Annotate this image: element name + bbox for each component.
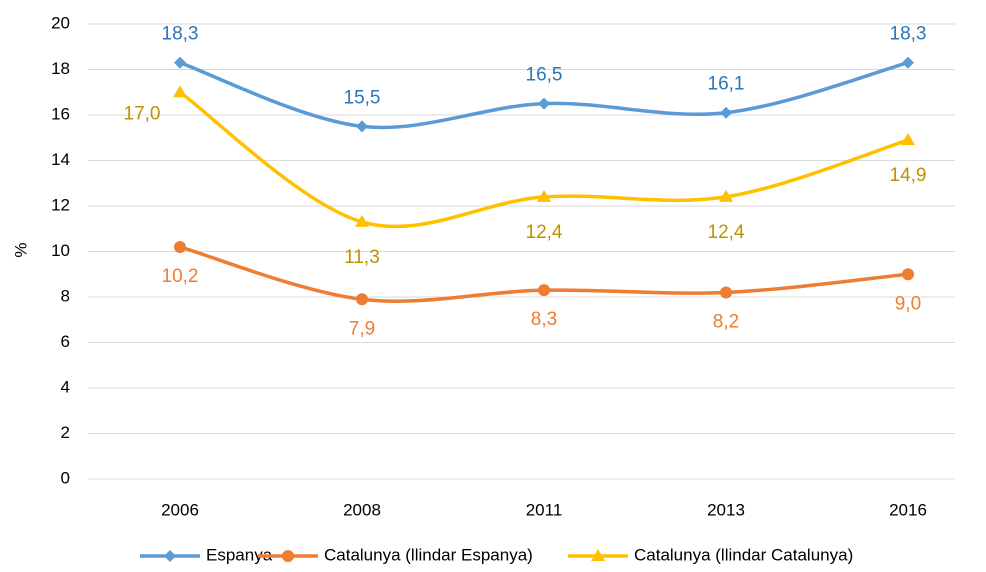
y-tick-label: 16 (51, 104, 70, 123)
marker (902, 268, 914, 281)
legend-marker (164, 550, 176, 562)
value-label: 18,3 (890, 24, 927, 45)
y-tick-label: 10 (51, 241, 70, 260)
value-label: 12,4 (708, 222, 745, 243)
marker (537, 189, 551, 202)
marker (356, 293, 368, 306)
legend-label: Catalunya (llindar Espanya) (324, 545, 533, 564)
legend-marker (591, 549, 605, 561)
marker (174, 240, 186, 253)
value-label: 12,4 (526, 222, 563, 243)
y-tick-label: 12 (51, 195, 70, 214)
value-label: 14,9 (890, 165, 927, 186)
y-tick-label: 20 (51, 13, 70, 32)
marker (902, 56, 914, 69)
value-label: 11,3 (344, 247, 380, 268)
value-label: 17,0 (124, 103, 161, 124)
value-label: 15,5 (344, 87, 381, 108)
y-tick-label: 2 (61, 423, 70, 442)
marker (356, 120, 368, 133)
value-label: 16,5 (526, 65, 563, 86)
value-label: 7,9 (349, 318, 375, 339)
legend-label: Espanya (206, 545, 273, 564)
x-tick-label: 2016 (889, 500, 927, 519)
x-tick-label: 2006 (161, 500, 199, 519)
marker (720, 286, 732, 299)
marker (901, 133, 915, 146)
legend-marker (282, 550, 294, 562)
marker (174, 56, 186, 69)
value-label: 18,3 (162, 24, 199, 45)
marker (355, 214, 369, 227)
value-label: 9,0 (895, 293, 921, 314)
marker (720, 106, 732, 119)
value-label: 16,1 (708, 74, 745, 95)
marker (538, 97, 550, 110)
y-tick-label: 4 (61, 377, 70, 396)
value-label: 10,2 (162, 266, 199, 287)
marker (173, 85, 187, 98)
legend-label: Catalunya (llindar Catalunya) (634, 545, 853, 564)
y-tick-label: 18 (51, 59, 70, 78)
marker (719, 189, 733, 202)
y-axis-label: % (11, 242, 30, 257)
value-label: 8,3 (531, 309, 557, 330)
x-tick-label: 2011 (526, 500, 563, 519)
y-tick-label: 8 (61, 286, 70, 305)
y-tick-label: 6 (61, 332, 70, 351)
value-label: 8,2 (713, 311, 739, 332)
x-tick-label: 2008 (343, 500, 381, 519)
marker (538, 284, 550, 297)
y-tick-label: 14 (51, 150, 70, 169)
y-tick-label: 0 (61, 468, 70, 487)
x-tick-label: 2013 (707, 500, 745, 519)
